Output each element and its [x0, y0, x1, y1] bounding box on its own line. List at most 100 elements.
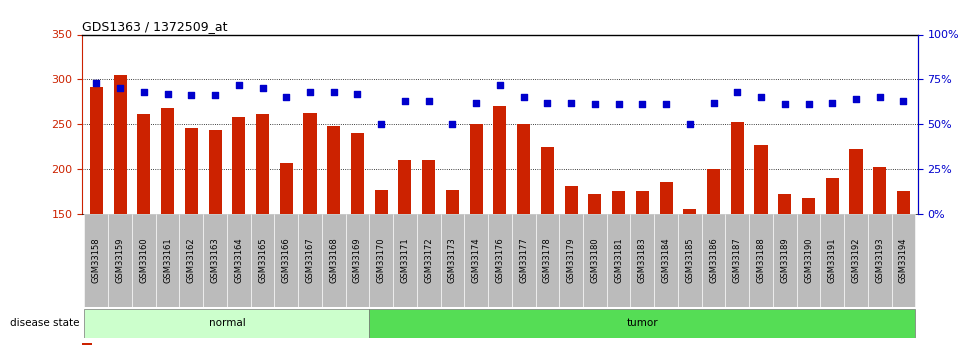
Bar: [90, 87, 103, 214]
Bar: [465, 214, 488, 307]
Point: [777, 102, 792, 107]
Bar: [440, 214, 465, 307]
Bar: [797, 214, 820, 307]
Point: [563, 100, 579, 106]
Text: GSM33178: GSM33178: [543, 238, 552, 283]
Bar: [250, 214, 274, 307]
Text: GSM33159: GSM33159: [116, 238, 125, 283]
Bar: [820, 214, 844, 307]
Text: GSM33185: GSM33185: [685, 238, 695, 283]
Bar: [114, 75, 127, 214]
Bar: [488, 214, 512, 307]
Bar: [422, 160, 436, 214]
Text: GSM33158: GSM33158: [92, 238, 100, 283]
Bar: [446, 190, 459, 214]
Bar: [654, 214, 678, 307]
Bar: [84, 214, 108, 307]
Bar: [583, 214, 607, 307]
Point: [184, 93, 199, 98]
Bar: [322, 214, 346, 307]
Point: [848, 96, 864, 102]
Bar: [631, 214, 654, 307]
Point: [516, 95, 531, 100]
Bar: [750, 214, 773, 307]
Bar: [730, 121, 744, 214]
Bar: [612, 191, 625, 214]
Bar: [137, 114, 151, 214]
Bar: [867, 214, 892, 307]
Bar: [416, 214, 440, 307]
Point: [278, 95, 294, 100]
Bar: [844, 214, 867, 307]
Bar: [892, 214, 916, 307]
Bar: [564, 186, 578, 214]
Text: GSM33173: GSM33173: [448, 238, 457, 283]
Bar: [559, 214, 583, 307]
Text: GSM33193: GSM33193: [875, 238, 884, 283]
Text: disease state: disease state: [11, 318, 80, 328]
Bar: [227, 214, 250, 307]
Point: [397, 98, 412, 104]
Point: [682, 121, 697, 127]
Bar: [826, 178, 838, 214]
Bar: [398, 160, 412, 214]
Text: GSM33168: GSM33168: [329, 238, 338, 283]
Point: [895, 98, 911, 104]
Bar: [779, 194, 791, 214]
Point: [587, 102, 603, 107]
Point: [350, 91, 365, 97]
Bar: [156, 214, 180, 307]
Point: [540, 100, 555, 106]
Bar: [896, 191, 910, 214]
Point: [112, 86, 128, 91]
Text: GSM33187: GSM33187: [733, 238, 742, 283]
Bar: [108, 214, 132, 307]
Bar: [369, 309, 916, 338]
Bar: [274, 214, 298, 307]
Text: GSM33174: GSM33174: [471, 238, 481, 283]
Bar: [849, 149, 863, 214]
Bar: [678, 214, 701, 307]
Bar: [707, 169, 720, 214]
Text: GSM33172: GSM33172: [424, 238, 433, 283]
Point: [255, 86, 270, 91]
Point: [374, 121, 389, 127]
Text: GSM33164: GSM33164: [235, 238, 243, 283]
Bar: [773, 214, 797, 307]
Bar: [469, 124, 483, 214]
Point: [231, 82, 246, 88]
Point: [801, 102, 816, 107]
Point: [659, 102, 674, 107]
Text: tumor: tumor: [627, 318, 658, 328]
Text: GSM33189: GSM33189: [781, 238, 789, 283]
Bar: [185, 128, 198, 214]
Bar: [203, 214, 227, 307]
Bar: [802, 198, 815, 214]
Bar: [351, 133, 364, 214]
Bar: [256, 114, 270, 214]
Point: [872, 95, 888, 100]
Text: GSM33180: GSM33180: [590, 238, 599, 283]
Text: GSM33170: GSM33170: [377, 238, 385, 283]
Text: GSM33162: GSM33162: [186, 238, 196, 283]
Text: GSM33160: GSM33160: [139, 238, 149, 283]
Point: [753, 95, 769, 100]
Bar: [346, 214, 369, 307]
Text: GSM33161: GSM33161: [163, 238, 172, 283]
Bar: [494, 106, 506, 214]
Text: GSM33192: GSM33192: [851, 238, 861, 283]
Bar: [683, 209, 696, 214]
Text: GSM33179: GSM33179: [567, 238, 576, 283]
Point: [136, 89, 152, 95]
Text: GSM33194: GSM33194: [899, 238, 908, 283]
Text: GSM33177: GSM33177: [519, 238, 528, 283]
Bar: [209, 130, 221, 214]
Text: GSM33186: GSM33186: [709, 238, 718, 283]
Bar: [873, 167, 886, 214]
Bar: [541, 147, 554, 214]
Bar: [303, 114, 317, 214]
Point: [444, 121, 460, 127]
Bar: [701, 214, 725, 307]
Point: [825, 100, 840, 106]
Bar: [517, 124, 530, 214]
